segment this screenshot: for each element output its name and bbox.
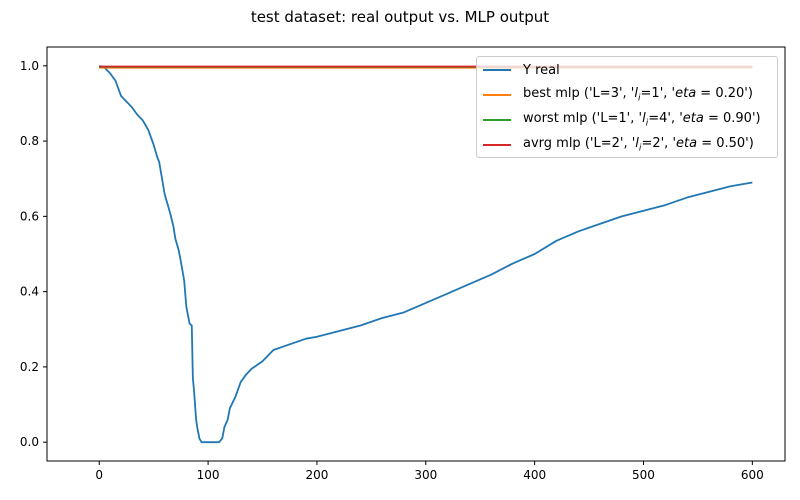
- legend-item-worst-mlp: worst mlp ('L=1', 'li=4', 'eta = 0.90'): [483, 110, 761, 130]
- legend-swatch: [483, 69, 511, 71]
- y-tick-label: 1.0: [20, 59, 39, 73]
- legend-label-prefix: worst mlp ('L=1', ': [523, 111, 643, 127]
- legend-label-eta: eta: [676, 136, 698, 152]
- x-tick-label: 0: [95, 468, 103, 482]
- legend-label-l: l: [634, 86, 639, 102]
- legend-label-l: l: [635, 136, 639, 152]
- legend-swatch: [483, 144, 511, 146]
- legend-label-l: l: [642, 111, 646, 127]
- y-tick-label: 0.8: [20, 134, 39, 148]
- legend-label: best mlp ('L=3', 'li=1', 'eta = 0.20'): [523, 86, 753, 104]
- legend-label-mid: =4', ': [648, 111, 683, 127]
- x-tick-label: 600: [741, 468, 764, 482]
- legend: Y real best mlp ('L=3', 'li=1', 'eta = 0…: [476, 56, 778, 158]
- x-tick-label: 200: [305, 468, 328, 482]
- x-tick-label: 500: [632, 468, 655, 482]
- legend-item-y-real: Y real: [483, 60, 560, 80]
- legend-label: Y real: [523, 63, 560, 78]
- chart-title: test dataset: real output vs. MLP output: [250, 8, 550, 26]
- legend-label-eta: eta: [682, 111, 704, 127]
- y-tick-label: 0.2: [20, 360, 39, 374]
- legend-label-suffix: = 0.50'): [697, 136, 754, 152]
- legend-label-mid: =2', ': [641, 136, 677, 152]
- legend-label: avrg mlp ('L=2', 'li=2', 'eta = 0.50'): [523, 136, 754, 154]
- legend-label-suffix: = 0.90'): [703, 111, 761, 127]
- legend-label-suffix: = 0.20'): [696, 86, 753, 102]
- x-tick-label: 100: [197, 468, 220, 482]
- legend-label-prefix: avrg mlp ('L=2', ': [523, 136, 636, 152]
- legend-item-avrg-mlp: avrg mlp ('L=2', 'li=2', 'eta = 0.50'): [483, 135, 754, 155]
- y-tick-label: 0.0: [20, 435, 39, 449]
- series-line-0: [98, 64, 753, 444]
- legend-item-best-mlp: best mlp ('L=3', 'li=1', 'eta = 0.20'): [483, 85, 753, 105]
- y-tick-label: 0.4: [20, 285, 39, 299]
- legend-label-eta: eta: [675, 86, 697, 102]
- legend-label: worst mlp ('L=1', 'li=4', 'eta = 0.90'): [523, 111, 761, 129]
- plot-frame: [46, 46, 786, 462]
- legend-swatch: [483, 94, 511, 96]
- legend-label-prefix: best mlp ('L=3', ': [523, 86, 635, 102]
- x-tick-label: 400: [523, 468, 546, 482]
- legend-label-prefix: Y real: [523, 62, 560, 78]
- x-tick-label: 300: [414, 468, 437, 482]
- legend-swatch: [483, 119, 511, 121]
- y-tick-label: 0.6: [20, 209, 39, 223]
- legend-label-mid: =1', ': [640, 86, 676, 102]
